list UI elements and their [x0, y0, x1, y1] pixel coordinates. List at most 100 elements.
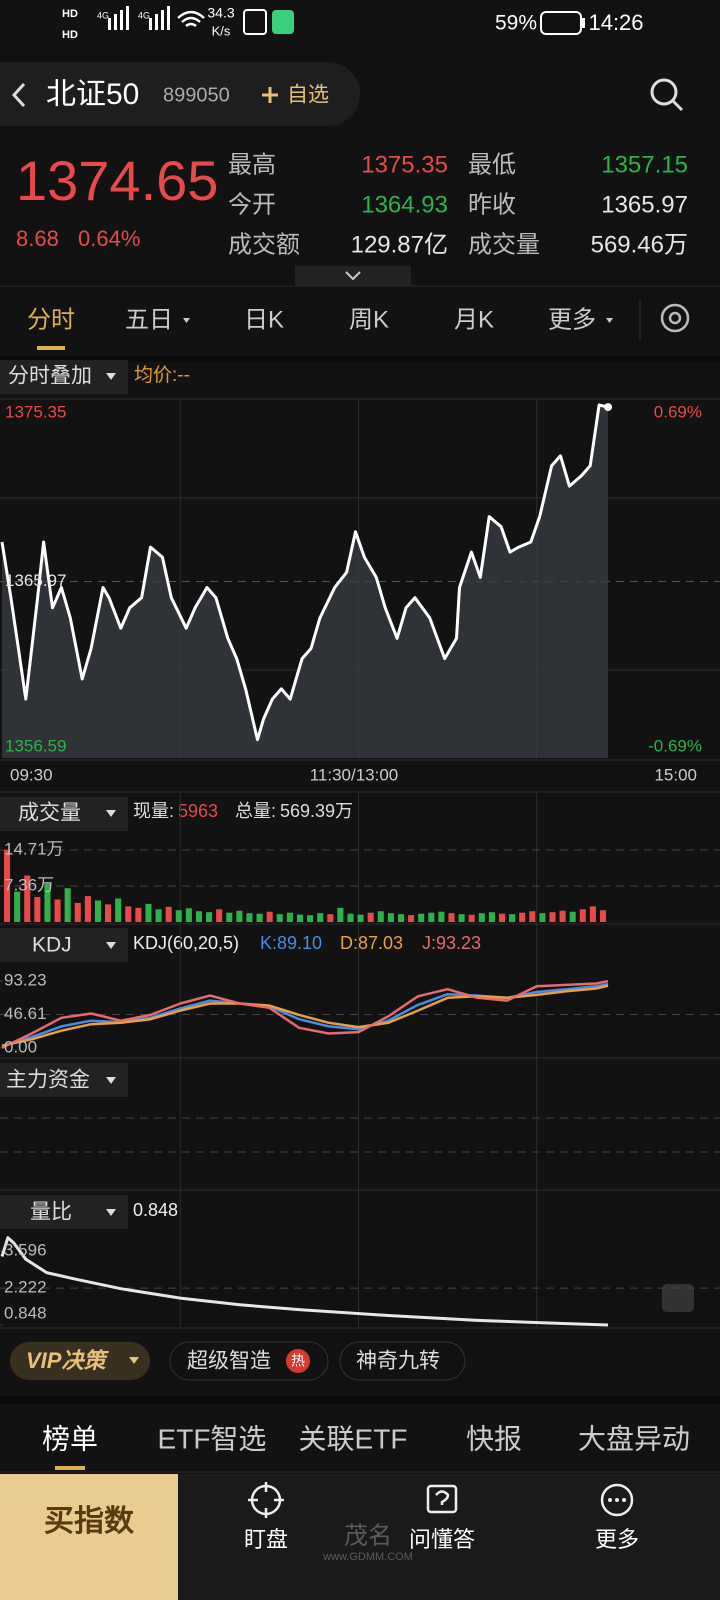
status-icons	[108, 6, 585, 35]
volume-bar	[519, 912, 526, 922]
tab[interactable]: 分时	[27, 306, 75, 333]
pct-tick-label: -0.69%	[648, 736, 702, 755]
search-icon[interactable]	[650, 78, 678, 106]
volume-bar	[599, 910, 607, 922]
net-label: 4G	[138, 10, 150, 20]
volume-bar	[115, 898, 122, 922]
volume-bar	[105, 904, 112, 922]
buy-label[interactable]: 买指数	[44, 1505, 135, 1538]
volume-bar	[24, 875, 31, 922]
tab[interactable]: 周K	[349, 306, 389, 333]
tab[interactable]: 日K	[244, 306, 284, 333]
tab[interactable]: 更多	[548, 306, 596, 333]
back-icon[interactable]	[11, 82, 26, 108]
pct-tick-label: 0.69%	[654, 402, 702, 421]
volume-bar	[498, 913, 506, 922]
chip-label[interactable]: 神奇九转	[356, 1350, 440, 1373]
volume-bar	[246, 913, 253, 922]
frame-lines	[0, 398, 720, 1329]
buy-button[interactable]	[0, 1474, 178, 1600]
chip[interactable]	[10, 1342, 150, 1380]
tab[interactable]: 月K	[454, 306, 494, 333]
change: 8.68	[16, 226, 59, 251]
nav-label[interactable]: 盯盘	[244, 1527, 288, 1552]
nav-label[interactable]: 问懂答	[409, 1527, 475, 1552]
avg-price: 均价:--	[134, 364, 190, 386]
expand-toggle[interactable]	[295, 266, 411, 286]
settings-icon[interactable]	[660, 303, 690, 333]
label-box[interactable]	[0, 928, 128, 962]
volume-bar	[286, 912, 293, 922]
y-tick-label: 0.848	[4, 1303, 47, 1322]
dropdown-arrow	[183, 318, 190, 323]
volume-bar	[438, 911, 445, 922]
volume-bar	[589, 906, 596, 922]
hot-badge	[286, 1349, 310, 1373]
bottom-tab[interactable]: 榜单	[42, 1423, 98, 1454]
chevron	[345, 271, 361, 281]
hd-label: HD	[62, 29, 78, 41]
dropdown-arrow	[106, 373, 116, 380]
price-line	[0, 1236, 609, 1327]
volume-bar	[478, 913, 485, 922]
bottom-tab[interactable]: 关联ETF	[299, 1423, 408, 1454]
y-tick-label: 3.596	[4, 1241, 47, 1260]
label-box[interactable]	[0, 1063, 128, 1097]
watermark: 茂名	[344, 1522, 392, 1549]
nav-icons[interactable]	[248, 1482, 634, 1518]
tab-underline	[37, 346, 65, 350]
overlay-label[interactable]: 分时叠加	[8, 365, 92, 388]
nav-label[interactable]: 更多	[595, 1527, 639, 1552]
bottom-tab[interactable]: 快报	[466, 1423, 522, 1454]
plus-icon[interactable]	[262, 87, 278, 103]
chip[interactable]	[339, 1341, 466, 1381]
y-tick-label: 0.00	[4, 1037, 37, 1056]
label-box[interactable]	[0, 797, 128, 831]
bottom-tab[interactable]: 大盘异动	[578, 1423, 690, 1454]
chip-label[interactable]: VIP决策	[26, 1348, 109, 1373]
header-pill[interactable]	[0, 62, 360, 126]
watchlist-button[interactable]: 自选	[287, 84, 329, 107]
y-tick-label: 7.36万	[4, 875, 54, 894]
y-tick-label: 46.61	[4, 1004, 47, 1023]
volume-bar	[94, 900, 101, 922]
panel-label[interactable]: 量比	[30, 1201, 72, 1224]
last-point	[604, 403, 613, 412]
legend-entry: J:93.23	[422, 933, 481, 953]
volume-bar	[185, 908, 192, 922]
price-line	[0, 403, 609, 742]
panel-label[interactable]: 成交量	[18, 802, 81, 825]
stat-value: 1364.93	[361, 191, 448, 218]
tab[interactable]: 五日	[125, 306, 173, 333]
y-tick-label: 93.23	[4, 971, 47, 990]
volume-bar	[327, 914, 334, 922]
volume-bar	[509, 914, 516, 922]
index-name[interactable]: 北证50	[46, 78, 139, 111]
legend-entry: D:87.03	[340, 933, 403, 953]
bottom-tab[interactable]: ETF智选	[158, 1423, 267, 1454]
x-tick-label: 09:30	[10, 765, 53, 784]
net-speed: 34.3	[207, 5, 234, 21]
volume-bar	[165, 906, 172, 922]
dropdown-arrow	[106, 810, 116, 817]
dropdown-arrow	[106, 1077, 116, 1084]
volume-bar	[175, 910, 182, 922]
volume-bar	[337, 907, 344, 922]
dropdown-arrow	[106, 942, 116, 949]
y-tick-label: 1365.97	[5, 571, 66, 590]
label-box[interactable]	[0, 1195, 128, 1229]
more-dots	[608, 1498, 626, 1502]
volume-bar	[579, 909, 586, 922]
panel-label[interactable]: 主力资金	[6, 1069, 90, 1092]
band	[0, 356, 720, 362]
label-box[interactable]	[0, 360, 128, 394]
volume-bar	[64, 888, 71, 922]
volume-bar	[347, 913, 354, 922]
volume-bar	[448, 913, 455, 922]
kdj-line	[1, 984, 609, 1047]
chip-label[interactable]: 超级智造	[187, 1350, 271, 1373]
chip[interactable]	[169, 1341, 329, 1381]
panel-label[interactable]: KDJ	[32, 934, 72, 957]
fullscreen-icon[interactable]	[662, 1284, 694, 1312]
stat-value: 569.46万	[591, 231, 688, 258]
